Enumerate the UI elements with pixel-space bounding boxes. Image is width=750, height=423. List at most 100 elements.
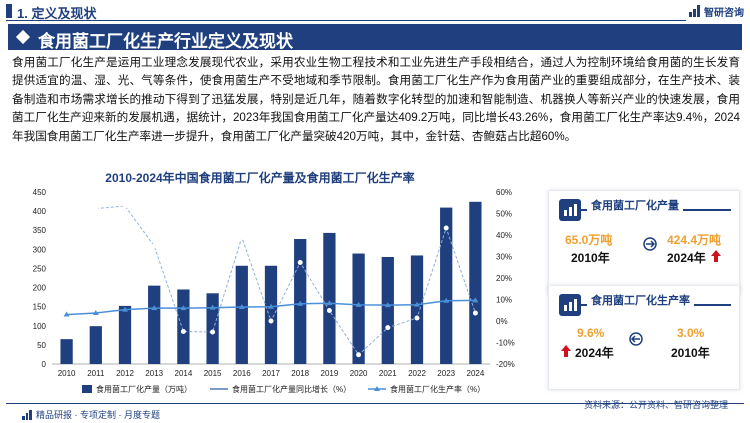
- top-bar: 1. 定义及现状 智研咨询: [0, 0, 750, 22]
- y-right-tick-label: -10%: [496, 339, 515, 348]
- x-tick-label: 2015: [204, 369, 222, 378]
- growth-point: [443, 225, 449, 231]
- growth-point: [239, 234, 245, 240]
- card-output: 食用菌工厂化产量 65.0万吨 2010年 424.4万吨 2024年: [548, 190, 740, 295]
- card-rate: 食用菌工厂化生产率 9.6% 2024年 3.0% 2010年: [548, 285, 740, 390]
- card-right-value: 3.0%: [677, 326, 705, 340]
- x-tick-label: 2020: [350, 369, 368, 378]
- card-right-year: 2010年: [671, 346, 710, 360]
- footer-text: 精品研报 · 专项定制 · 月度专题: [36, 410, 160, 420]
- x-tick-label: 2019: [321, 369, 339, 378]
- source-note: 资料来源：公开资料、智研咨询整理: [583, 400, 728, 410]
- growth-point: [385, 325, 391, 331]
- bar: [440, 207, 453, 364]
- chart-icon: [559, 199, 581, 221]
- growth-line: [95, 205, 476, 356]
- x-tick-label: 2017: [262, 369, 280, 378]
- legend-label: 食用菌工厂化生产率（%）: [390, 384, 485, 394]
- rate-point: [151, 305, 158, 311]
- growth-point: [93, 206, 99, 212]
- footer-divider: [6, 403, 744, 404]
- logo-bars-icon: [689, 5, 701, 17]
- bar: [89, 326, 102, 364]
- bar: [469, 201, 482, 364]
- production-chart: 0 50 100 150 200 250 300 350 400 450 -20% -10% 0% 10%…: [33, 188, 515, 394]
- y-left-tick-label: 200: [33, 284, 47, 293]
- growth-point: [180, 329, 186, 335]
- y-left-tick-label: 300: [33, 245, 47, 254]
- x-tick-label: 2018: [291, 369, 309, 378]
- x-tick-label: 2024: [467, 369, 485, 378]
- growth-point: [268, 318, 274, 324]
- title-banner: 食用菌工厂化生产行业定义及现状: [8, 24, 742, 51]
- y-right-tick-label: 0%: [496, 317, 508, 326]
- bar: [352, 253, 365, 364]
- growth-point: [297, 260, 303, 266]
- rate-point: [63, 311, 70, 317]
- card-title: 食用菌工厂化生产率: [587, 292, 694, 308]
- page-title: 食用菌工厂化生产行业定义及现状: [38, 32, 293, 51]
- card-header: 食用菌工厂化产量: [559, 197, 731, 221]
- card-left-year: 2024年: [575, 346, 614, 360]
- rate-point: [209, 304, 216, 310]
- chart-title: 2010-2024年中国食用菌工厂化产量及食用菌工厂化生产率: [105, 171, 415, 185]
- arrow-left-icon: [629, 332, 643, 346]
- bar: [118, 305, 132, 364]
- x-tick-label: 2022: [408, 369, 426, 378]
- x-tick-label: 2023: [437, 369, 455, 378]
- y-right-tick-label: -20%: [496, 360, 515, 369]
- y-right-tick-label: 60%: [496, 188, 512, 197]
- intro-paragraph: 食用菌工厂化生产是运用工业理念发展现代农业，采用农业生物工程技术和工业先进生产手…: [12, 56, 740, 143]
- y-right-tick-label: 40%: [496, 231, 512, 240]
- logo-bars-icon: [22, 409, 32, 420]
- card-header: 食用菌工厂化生产率: [559, 292, 731, 316]
- chart-icon: [559, 294, 581, 316]
- x-tick-label: 2011: [87, 369, 105, 378]
- footer-brand: 精品研报 · 专项定制 · 月度专题: [22, 408, 160, 421]
- y-right-tick-label: 50%: [496, 210, 512, 219]
- growth-point: [356, 352, 362, 358]
- growth-point: [414, 315, 420, 321]
- rate-point: [122, 306, 128, 312]
- bar: [323, 232, 336, 364]
- bar: [148, 285, 161, 364]
- growth-point: [472, 310, 478, 316]
- up-arrow-icon: [561, 345, 571, 357]
- header-divider: [6, 20, 686, 21]
- y-left-tick-label: 250: [33, 264, 47, 273]
- card-left-value: 65.0万吨: [565, 233, 613, 247]
- rate-point: [297, 300, 304, 306]
- legend-label: 食用菌工厂化产量（万吨）: [96, 384, 192, 394]
- x-tick-label: 2010: [58, 369, 76, 378]
- y-left-tick-label: 150: [33, 303, 47, 312]
- y-left-tick-label: 450: [33, 188, 47, 197]
- bar: [60, 339, 73, 364]
- rate-point: [92, 310, 99, 316]
- card-title: 食用菌工厂化产量: [587, 197, 683, 213]
- section-marker: [6, 4, 12, 18]
- card-left-year: 2010年: [571, 251, 610, 265]
- rate-point: [384, 302, 391, 308]
- up-arrow-icon: [711, 250, 721, 262]
- card-left-value: 9.6%: [577, 326, 605, 340]
- diamond-icon: [15, 29, 31, 45]
- growth-point: [210, 329, 216, 335]
- rate-point: [326, 300, 333, 306]
- bar: [264, 265, 278, 364]
- y-left-tick-label: 100: [33, 322, 47, 331]
- bar: [177, 289, 190, 364]
- card-right-value: 424.4万吨: [667, 233, 722, 247]
- logo-text: 智研咨询: [704, 7, 744, 19]
- x-tick-label: 2014: [175, 369, 193, 378]
- growth-point: [151, 243, 157, 249]
- rate-point: [238, 304, 245, 310]
- growth-point: [122, 203, 128, 209]
- legend-rate-marker: [374, 386, 380, 391]
- arrow-right-icon: [643, 237, 657, 251]
- x-tick-label: 2012: [116, 369, 134, 378]
- bar: [206, 293, 219, 364]
- y-right-tick-label: 10%: [496, 296, 512, 305]
- bar: [381, 256, 394, 364]
- y-left-tick-label: 350: [33, 226, 47, 235]
- y-left-tick-label: 400: [33, 207, 47, 216]
